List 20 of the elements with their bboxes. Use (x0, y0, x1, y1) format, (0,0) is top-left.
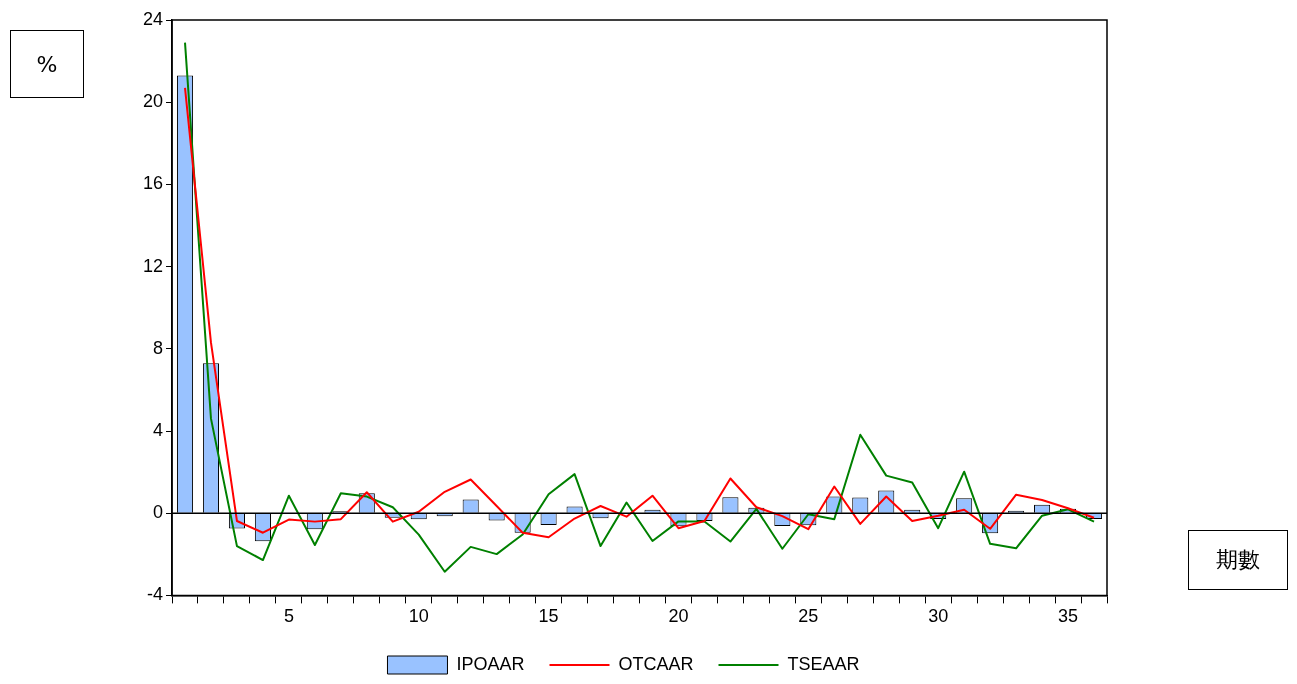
y-tick-label: 20 (142, 91, 164, 112)
x-tick-label: 25 (798, 606, 819, 627)
y-tick-label: 4 (153, 419, 164, 440)
y-axis-title: % (10, 30, 84, 98)
x-tick-label: 35 (1058, 606, 1079, 627)
y-tick-label: 24 (142, 8, 164, 29)
x-tick-label: 5 (283, 606, 294, 627)
x-axis-title: 期數 (1188, 530, 1288, 590)
x-tick-label: 20 (668, 606, 689, 627)
x-tick-label: 30 (928, 606, 949, 627)
y-tick-label: 0 (153, 502, 164, 523)
legend-label: TSEAAR (787, 653, 860, 674)
y-tick-label: 16 (142, 173, 164, 194)
y-tick-label: 8 (153, 337, 164, 358)
x-tick-label: 15 (538, 606, 559, 627)
legend-label: IPOAAR (456, 653, 525, 674)
legend-label: OTCAAR (618, 653, 694, 674)
y-tick-label: 12 (142, 255, 164, 276)
x-tick-label: 10 (408, 606, 429, 627)
y-tick-label: -4 (147, 584, 164, 605)
